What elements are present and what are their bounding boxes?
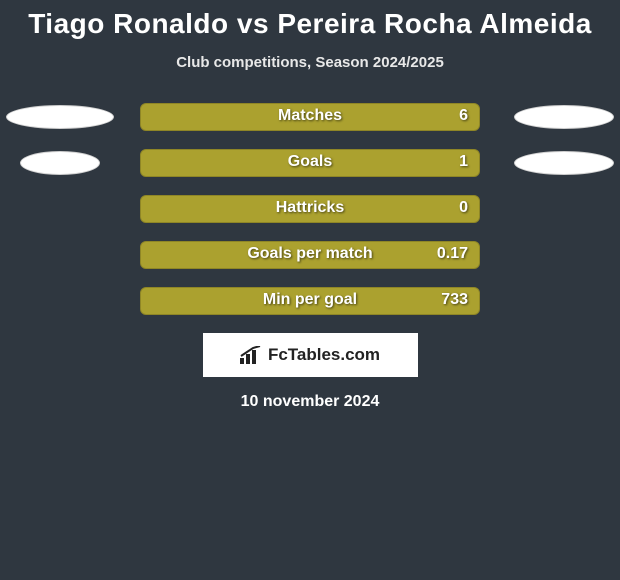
- comparison-chart: Matches 6 Goals 1 Hattricks 0 Goals per …: [0, 103, 620, 315]
- stat-bar: [140, 241, 480, 269]
- stat-row-matches: Matches 6: [0, 103, 620, 131]
- right-ellipse: [514, 105, 614, 129]
- stat-bar: [140, 103, 480, 131]
- right-ellipse: [514, 151, 614, 175]
- brand-text: FcTables.com: [268, 345, 380, 365]
- bar-chart-icon: [240, 346, 262, 364]
- brand-badge: FcTables.com: [203, 333, 418, 377]
- page-title: Tiago Ronaldo vs Pereira Rocha Almeida: [0, 0, 620, 40]
- stat-bar: [140, 195, 480, 223]
- subtitle: Club competitions, Season 2024/2025: [0, 54, 620, 71]
- stat-row-min-per-goal: Min per goal 733: [0, 287, 620, 315]
- stat-bar: [140, 149, 480, 177]
- left-ellipse: [20, 151, 100, 175]
- left-ellipse: [6, 105, 114, 129]
- stat-row-hattricks: Hattricks 0: [0, 195, 620, 223]
- stat-row-goals: Goals 1: [0, 149, 620, 177]
- date-label: 10 november 2024: [0, 393, 620, 411]
- stat-bar: [140, 287, 480, 315]
- stat-row-goals-per-match: Goals per match 0.17: [0, 241, 620, 269]
